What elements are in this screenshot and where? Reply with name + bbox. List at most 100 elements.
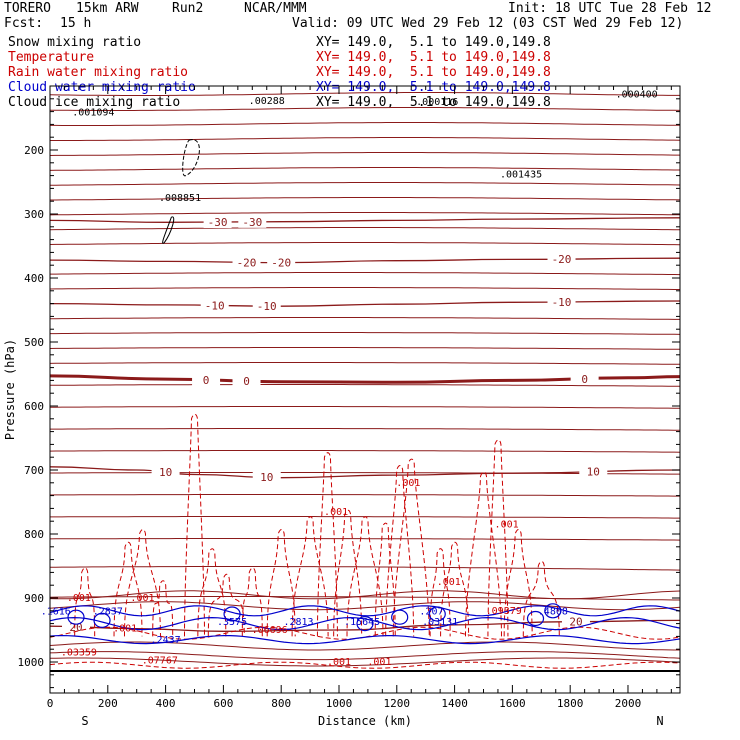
cloud-water-cell [428,606,446,622]
isotherm-label: 0 [581,373,588,386]
isotherm-label-bg [579,465,608,478]
x-tick-label: 1800 [557,697,584,710]
isotherm-label-bg [547,295,576,308]
isotherm-label-bg [561,615,590,628]
ambient-isotherm [50,428,680,431]
x-tick-label: 1600 [499,697,526,710]
snow-label: .000400 [616,90,658,101]
ambient-isotherm [49,107,681,111]
snow-label: .008851 [159,193,201,204]
ambient-isotherm [50,566,681,571]
rain-plume [291,516,329,637]
isotherm-label-bg [232,256,261,269]
y-tick-label: 1000 [18,656,45,669]
ambient-isotherm [50,406,680,409]
isotherm-label: 10 [159,466,172,479]
valid-time: Valid: 09 UTC Wed 29 Feb 12 (03 CST Wed … [292,16,684,31]
model-run: Run2 [172,1,204,16]
x-tick-label: 400 [156,697,176,710]
legend-xy-snow: XY= 149.0, 5.1 to 149.0,149.8 [316,35,551,50]
cloud-water-label: .03131 [422,617,458,628]
organization: NCAR/MMM [244,1,307,16]
cloud-water-cell [67,609,85,625]
cloud-water-cell [93,612,111,629]
rain-plume [266,529,296,637]
y-tick-label: 400 [24,272,44,285]
contour-labels: .001 .001 .001 .001 .001 .001 .001 .001 .001 .033… [41,90,658,669]
isotherm-label-bg [203,216,232,229]
y-tick-label: 600 [24,400,44,413]
isotherm-10 [49,466,681,479]
ambient-isotherm [49,651,681,661]
snow-label: .001435 [500,170,542,181]
isotherm--10 [49,300,681,307]
rain-plume [374,522,396,637]
rain-water-label: .03359 [61,648,97,659]
ambient-isotherm [50,332,681,335]
cloud-water-cell [391,609,409,625]
isotherm-label-bg [192,374,221,387]
rain-plume [316,452,338,637]
forecast-label: Fcst: [4,16,44,31]
ambient-isotherm [50,272,681,276]
rain-plume [207,573,245,637]
cloud-water-label: .3575 [217,617,247,628]
ambient-isotherm [50,137,681,141]
snow-contour [182,139,200,177]
isotherm-label-bg [232,374,261,387]
y-tick-label: 800 [24,528,44,541]
cloud-water-label: .207 [419,607,443,618]
ambient-isotherm [49,242,681,246]
x-tick-label: 600 [213,697,233,710]
rain-water-label: .001 [327,657,351,668]
legend-field-cloud-ice: Cloud ice mixing ratio [8,95,181,110]
isotherm-label: 0 [203,374,210,387]
ambient-isotherm [49,152,680,156]
cloud-water-cell [526,610,545,627]
rain-plume [440,541,470,637]
rain-plume [346,516,384,637]
cloud-water-cell [223,606,241,622]
isotherm-label: 0 [243,375,250,388]
ambient-isotherm [49,601,681,611]
rain-water-label: .001 [130,593,154,604]
snow-contours [162,139,200,244]
legend-field-rain: Rain water mixing ratio [8,65,189,80]
cloud-water-label: .2437 [151,635,181,646]
cloud-water-contour [49,605,681,617]
ambient-isotherm [50,122,681,126]
legend-field-temperature: Temperature [8,50,95,65]
rain-plume [197,548,227,637]
legend-xy-temperature: XY= 149.0, 5.1 to 149.0,149.8 [316,50,551,65]
legend-xy-cloud-ice: XY= 149.0, 5.1 to 149.0,149.8 [316,95,551,110]
legend-field-snow: Snow mixing ratio [8,35,142,50]
rain-water-label: .07767 [142,655,178,666]
ambient-isotherm [49,347,680,350]
ambient-isotherm [49,590,681,600]
cloud-water-contours [49,603,681,645]
ambient-isotherm [50,182,681,186]
rain-surface-contour [49,661,681,669]
isotherm-label: -20 [552,253,572,266]
rain-plume [113,541,143,637]
x-end-label-north: N [656,714,663,728]
rain-plume [429,548,451,637]
isotherm-label-bg [200,299,229,312]
isotherm-label-bg [238,215,267,228]
x-tick-label: 1400 [441,697,468,710]
legend-field-cloud-water: Cloud water mixing ratio [8,80,196,95]
snow-label: .00288 [249,96,285,107]
cloud-water-contour [49,616,681,631]
cloud-water-label: .1616 [41,607,71,618]
ambient-isotherm [49,362,680,365]
rain-water-label: .001 [396,478,420,489]
isotherm-label-bg [252,471,281,484]
ambient-isotherm [50,317,680,320]
y-tick-label: 700 [24,464,44,477]
ambient-isotherm [50,384,681,387]
model-name: TORERO [4,1,51,16]
ambient-isotherm [49,212,680,216]
isotherm-label-bg [547,253,576,266]
isotherm-label: -10 [257,300,277,313]
